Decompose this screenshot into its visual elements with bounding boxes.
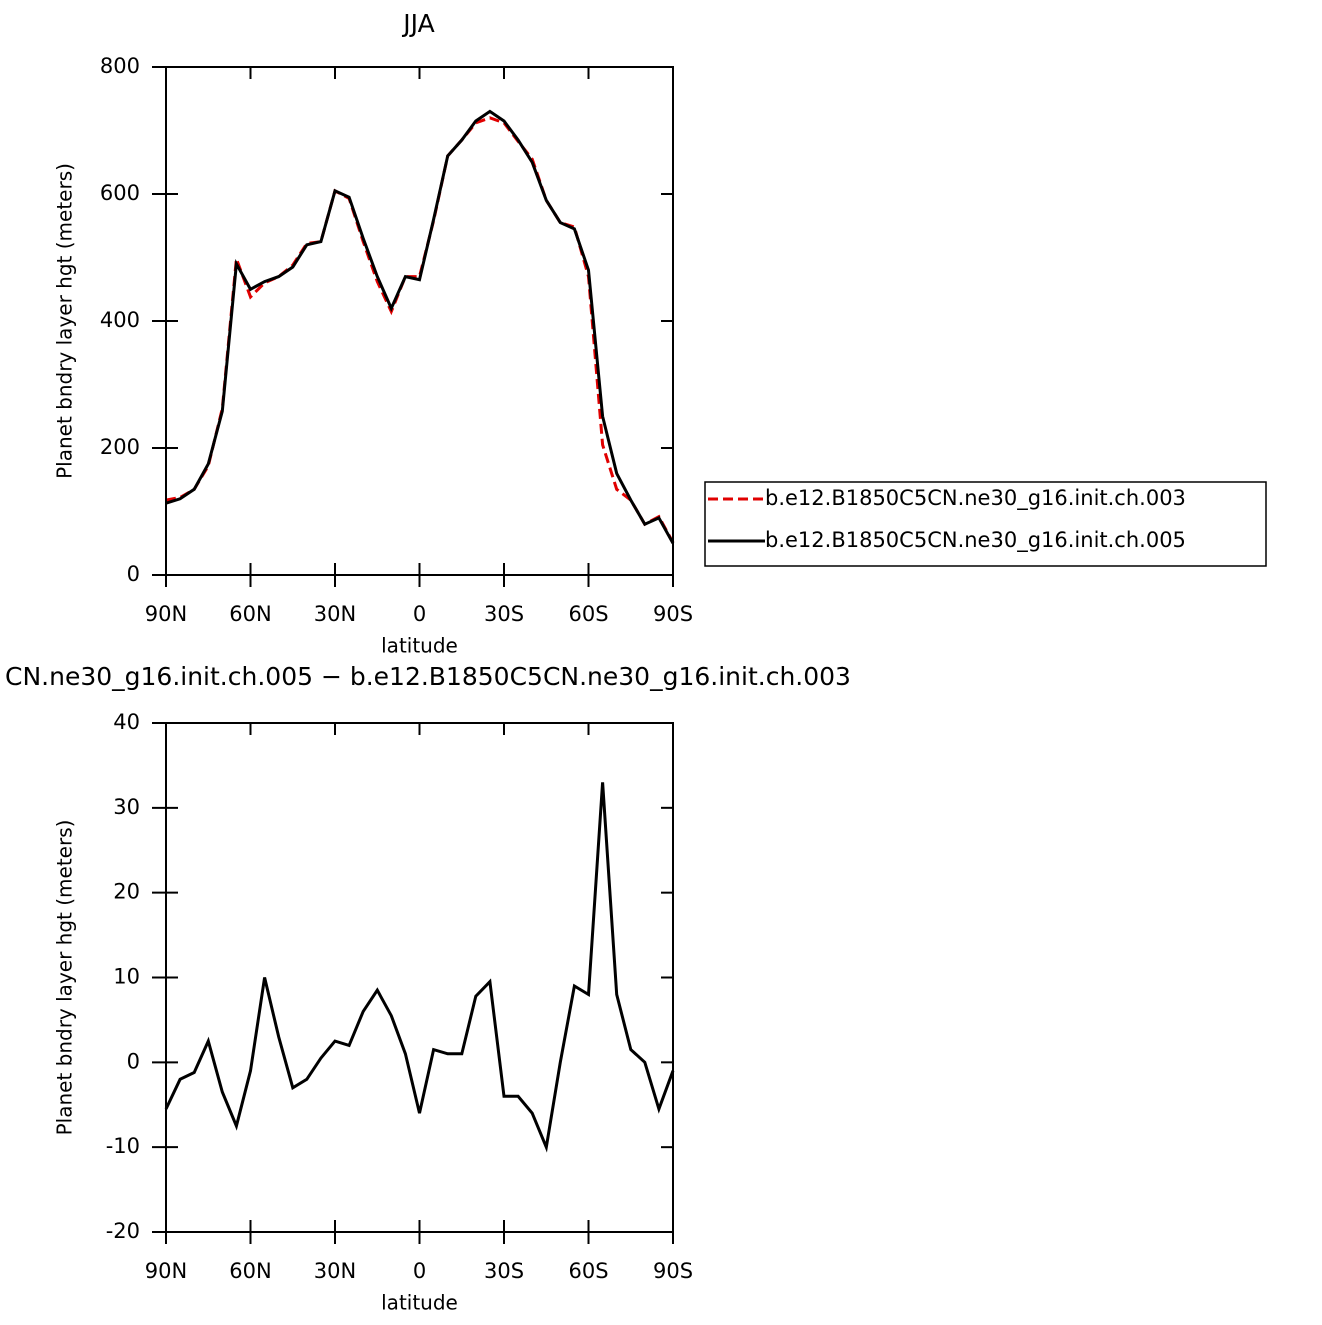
x-tick-label: 90N [145,602,187,626]
plot-frame [165,66,674,576]
y-tick-label: -20 [106,1219,140,1243]
y-tick-label: 400 [100,308,140,332]
x-tick-label: 90S [653,602,693,626]
data-line [165,109,675,545]
x-axis-label: latitude [381,1291,458,1315]
y-axis-label: Planet bndry layer hgt (meters) [53,820,77,1136]
legend-label: b.e12.B1850C5CN.ne30_g16.init.ch.003 [765,486,1186,511]
x-axis-label: latitude [381,634,458,658]
y-tick-label: 0 [127,1049,140,1073]
chart-title: CN.ne30_g16.init.ch.005 − b.e12.B1850C5C… [5,662,851,691]
y-tick-label: -10 [106,1134,140,1158]
x-tick-label: 30N [314,602,356,626]
x-tick-label: 60S [568,1259,608,1283]
legend-label: b.e12.B1850C5CN.ne30_g16.init.ch.005 [765,528,1186,553]
chart-title: JJA [401,9,434,38]
x-tick-label: 0 [413,1259,426,1283]
y-tick-label: 600 [100,181,140,205]
y-tick-label: 40 [113,710,140,734]
x-tick-label: 30S [484,602,524,626]
x-tick-label: 90S [653,1259,693,1283]
legend-box [704,481,1267,567]
x-tick-label: 30S [484,1259,524,1283]
y-axis-label: Planet bndry layer hgt (meters) [53,163,77,479]
x-tick-label: 0 [413,602,426,626]
y-tick-label: 30 [113,795,140,819]
y-tick-label: 0 [127,562,140,586]
x-tick-label: 90N [145,1259,187,1283]
y-tick-label: 20 [113,880,140,904]
data-line [164,782,675,1153]
x-tick-label: 60N [229,1259,271,1283]
x-tick-label: 30N [314,1259,356,1283]
plot-frame [165,722,674,1233]
x-tick-label: 60S [568,602,608,626]
x-tick-label: 60N [229,602,271,626]
y-tick-label: 200 [100,435,140,459]
data-line [165,116,675,544]
y-tick-label: 800 [100,54,140,78]
y-tick-label: 10 [113,965,140,989]
